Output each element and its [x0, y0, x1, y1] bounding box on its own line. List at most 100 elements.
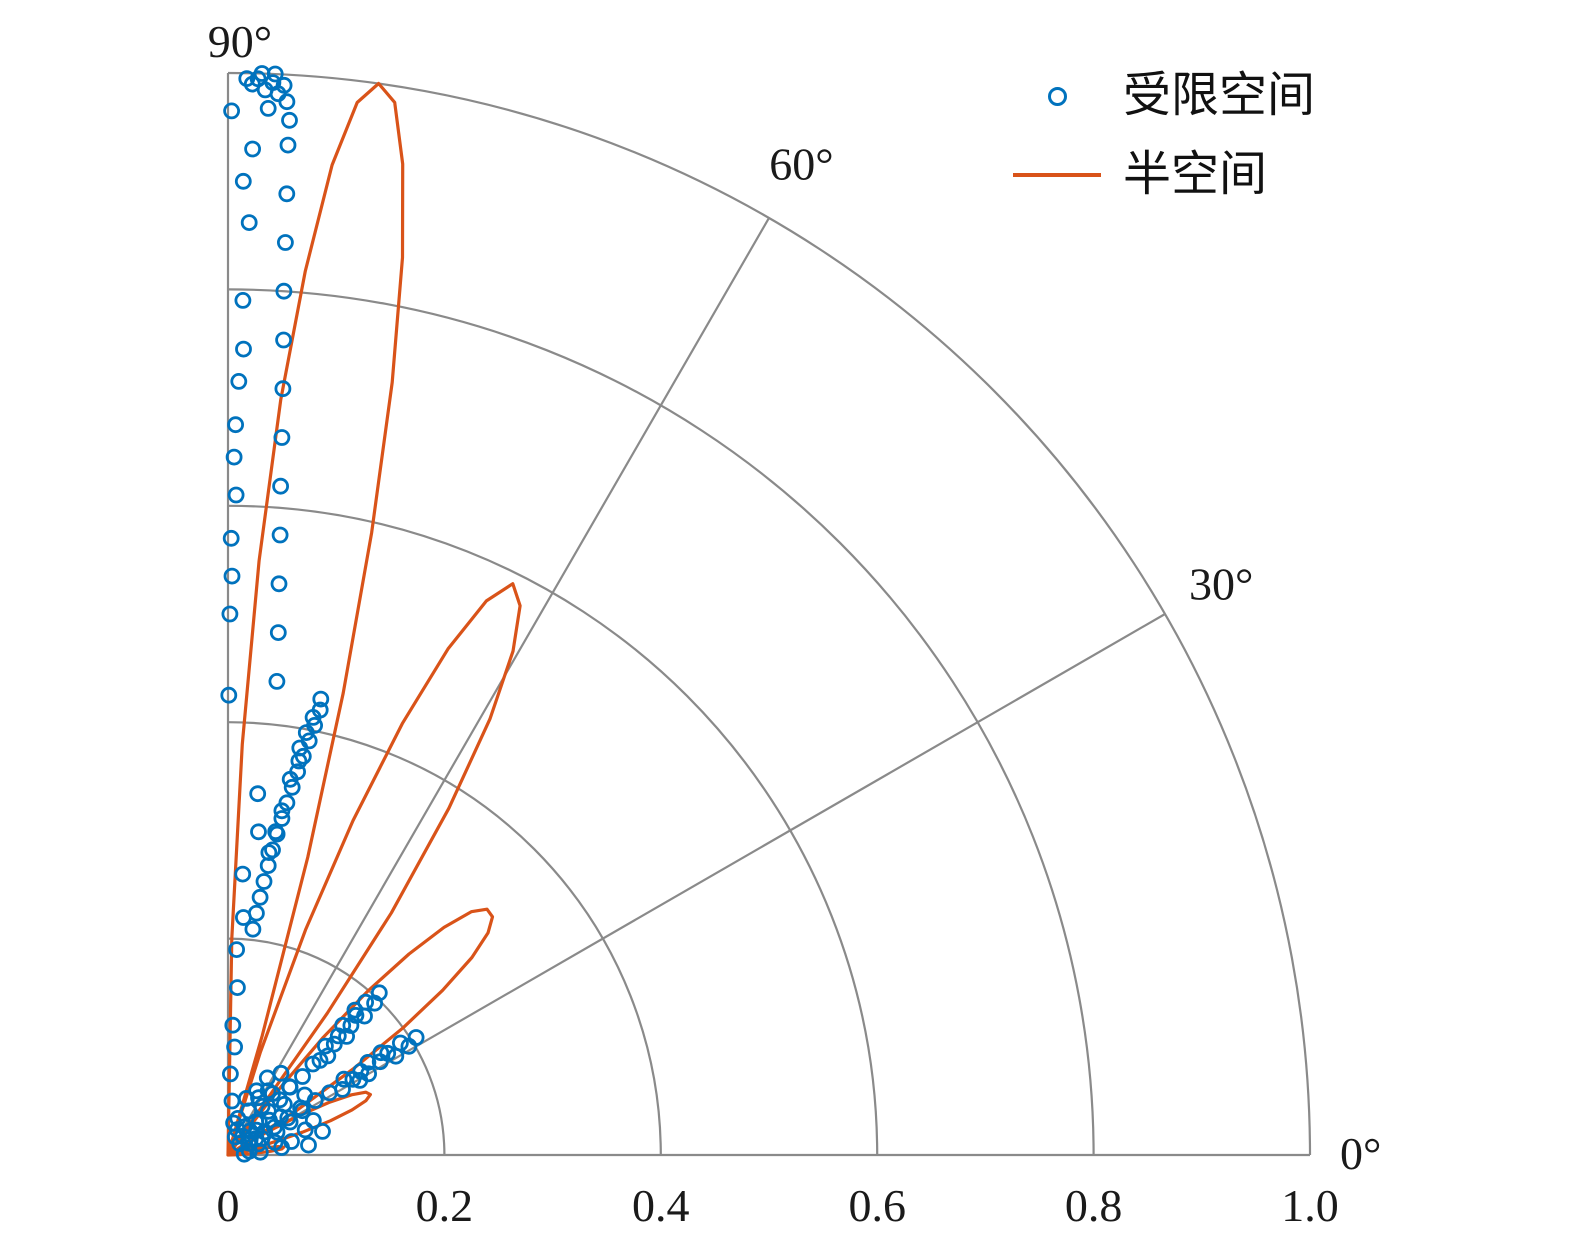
r-tick-label: 1.0: [1281, 1180, 1339, 1231]
series-point-confined-space: [267, 823, 285, 841]
series-point-confined-space: [255, 873, 273, 890]
series-point-confined-space: [372, 1044, 390, 1062]
series-point-confined-space: [249, 785, 267, 803]
series-point-confined-space: [221, 1065, 239, 1083]
series-point-confined-space: [271, 526, 289, 544]
grid-radial-line: [227, 217, 770, 1156]
series-point-confined-space: [250, 823, 267, 841]
series-point-confined-space: [221, 605, 239, 623]
legend-label-confined-space: 受限空间: [1123, 69, 1316, 122]
series-point-confined-space: [366, 994, 384, 1012]
series-point-confined-space: [321, 1084, 338, 1102]
series-point-confined-space: [225, 1114, 243, 1132]
series-point-confined-space: [338, 1028, 356, 1045]
series-point-confined-space: [300, 1136, 317, 1154]
series-point-confined-space: [281, 770, 299, 788]
series-point-confined-space: [235, 340, 252, 358]
series-point-confined-space: [273, 1139, 291, 1156]
theta-tick-label: 0°: [1340, 1128, 1381, 1179]
legend-swatch: [1005, 86, 1109, 106]
legend-item-confined-space: 受限空间: [1005, 69, 1316, 123]
series-point-confined-space: [244, 140, 262, 158]
grid-arc: [227, 721, 662, 1156]
series-point-confined-space: [275, 282, 293, 300]
series-point-confined-space: [234, 865, 252, 883]
series-point-confined-space: [351, 1072, 369, 1089]
series-point-confined-space: [268, 1123, 286, 1141]
grid-radial-line: [227, 613, 1166, 1156]
r-tick-label: 0.6: [848, 1180, 906, 1231]
series-point-confined-space: [335, 1070, 353, 1088]
series-point-confined-space: [281, 111, 298, 129]
series-point-confined-space: [387, 1047, 405, 1065]
series-point-confined-space: [400, 1037, 418, 1055]
series-point-confined-space: [294, 1068, 311, 1085]
series-point-confined-space: [296, 1121, 314, 1139]
series-point-confined-space: [304, 1112, 322, 1129]
legend-label-half-space: 半空间: [1123, 147, 1268, 201]
series-point-confined-space: [258, 1069, 276, 1087]
series-point-confined-space: [316, 1037, 334, 1055]
series-point-confined-space: [270, 575, 288, 593]
series-point-confined-space: [244, 920, 262, 938]
series-point-confined-space: [227, 486, 245, 504]
series-line-half-space: [226, 81, 522, 1157]
r-tick-label: 0.2: [416, 1180, 474, 1231]
legend-item-half-space: 半空间: [1005, 147, 1315, 202]
series-point-confined-space: [275, 331, 293, 349]
series-point-confined-space: [238, 70, 256, 87]
series-point-confined-space: [296, 1086, 314, 1104]
series-point-confined-space: [273, 810, 291, 827]
series-point-confined-space: [240, 1134, 258, 1152]
series-point-confined-space: [228, 979, 246, 996]
grid-arc: [227, 71, 1312, 1156]
series-point-confined-space: [259, 100, 277, 117]
series-point-confined-space: [260, 1111, 278, 1129]
series-point-confined-space: [224, 1016, 242, 1034]
series-point-confined-space: [251, 888, 269, 906]
series-point-confined-space: [228, 941, 246, 958]
series-point-confined-space: [227, 416, 245, 434]
series-point-confined-space: [281, 1078, 298, 1096]
legend-line-marker: [1013, 173, 1101, 178]
series-point-confined-space: [231, 1135, 249, 1153]
series-point-confined-space: [278, 93, 296, 111]
series-point-confined-space: [234, 909, 252, 926]
series-point-confined-space: [346, 1001, 364, 1019]
series-point-confined-space: [234, 172, 252, 190]
series-point-confined-space: [329, 1027, 347, 1045]
series-point-confined-space: [300, 732, 318, 750]
series-point-confined-space: [314, 1123, 331, 1140]
series-point-confined-space: [304, 709, 322, 726]
r-tick-label: 0.4: [632, 1180, 690, 1231]
series-point-confined-space: [273, 802, 291, 820]
series-point-confined-space: [371, 1053, 389, 1071]
series-point-confined-space: [269, 624, 287, 641]
series-point-confined-space: [278, 185, 296, 203]
series-point-confined-space: [223, 102, 241, 120]
legend-swatch: [1005, 173, 1109, 178]
series-point-confined-space: [290, 752, 308, 770]
r-tick-label: 0: [217, 1180, 240, 1231]
series-point-confined-space: [220, 686, 238, 704]
grid-arc: [227, 288, 1095, 1156]
series-point-confined-space: [274, 380, 292, 398]
series-point-confined-space: [297, 724, 315, 741]
series-point-confined-space: [311, 1052, 329, 1069]
series-point-confined-space: [229, 1110, 247, 1127]
series-point-confined-space: [234, 291, 252, 309]
r-tick-label: 0.8: [1065, 1180, 1123, 1231]
series-point-confined-space: [283, 778, 301, 796]
theta-tick-label: 60°: [769, 139, 833, 190]
series-point-confined-space: [273, 429, 291, 446]
series-point-confined-space: [344, 1070, 362, 1088]
series-point-confined-space: [279, 136, 297, 154]
legend-open-circle-marker: [1047, 86, 1067, 106]
series-point-confined-space: [264, 74, 282, 91]
series-point-confined-space: [223, 567, 241, 585]
series-point-confined-space: [312, 690, 330, 708]
theta-tick-label: 30°: [1189, 559, 1253, 610]
series-point-confined-space: [260, 844, 278, 861]
